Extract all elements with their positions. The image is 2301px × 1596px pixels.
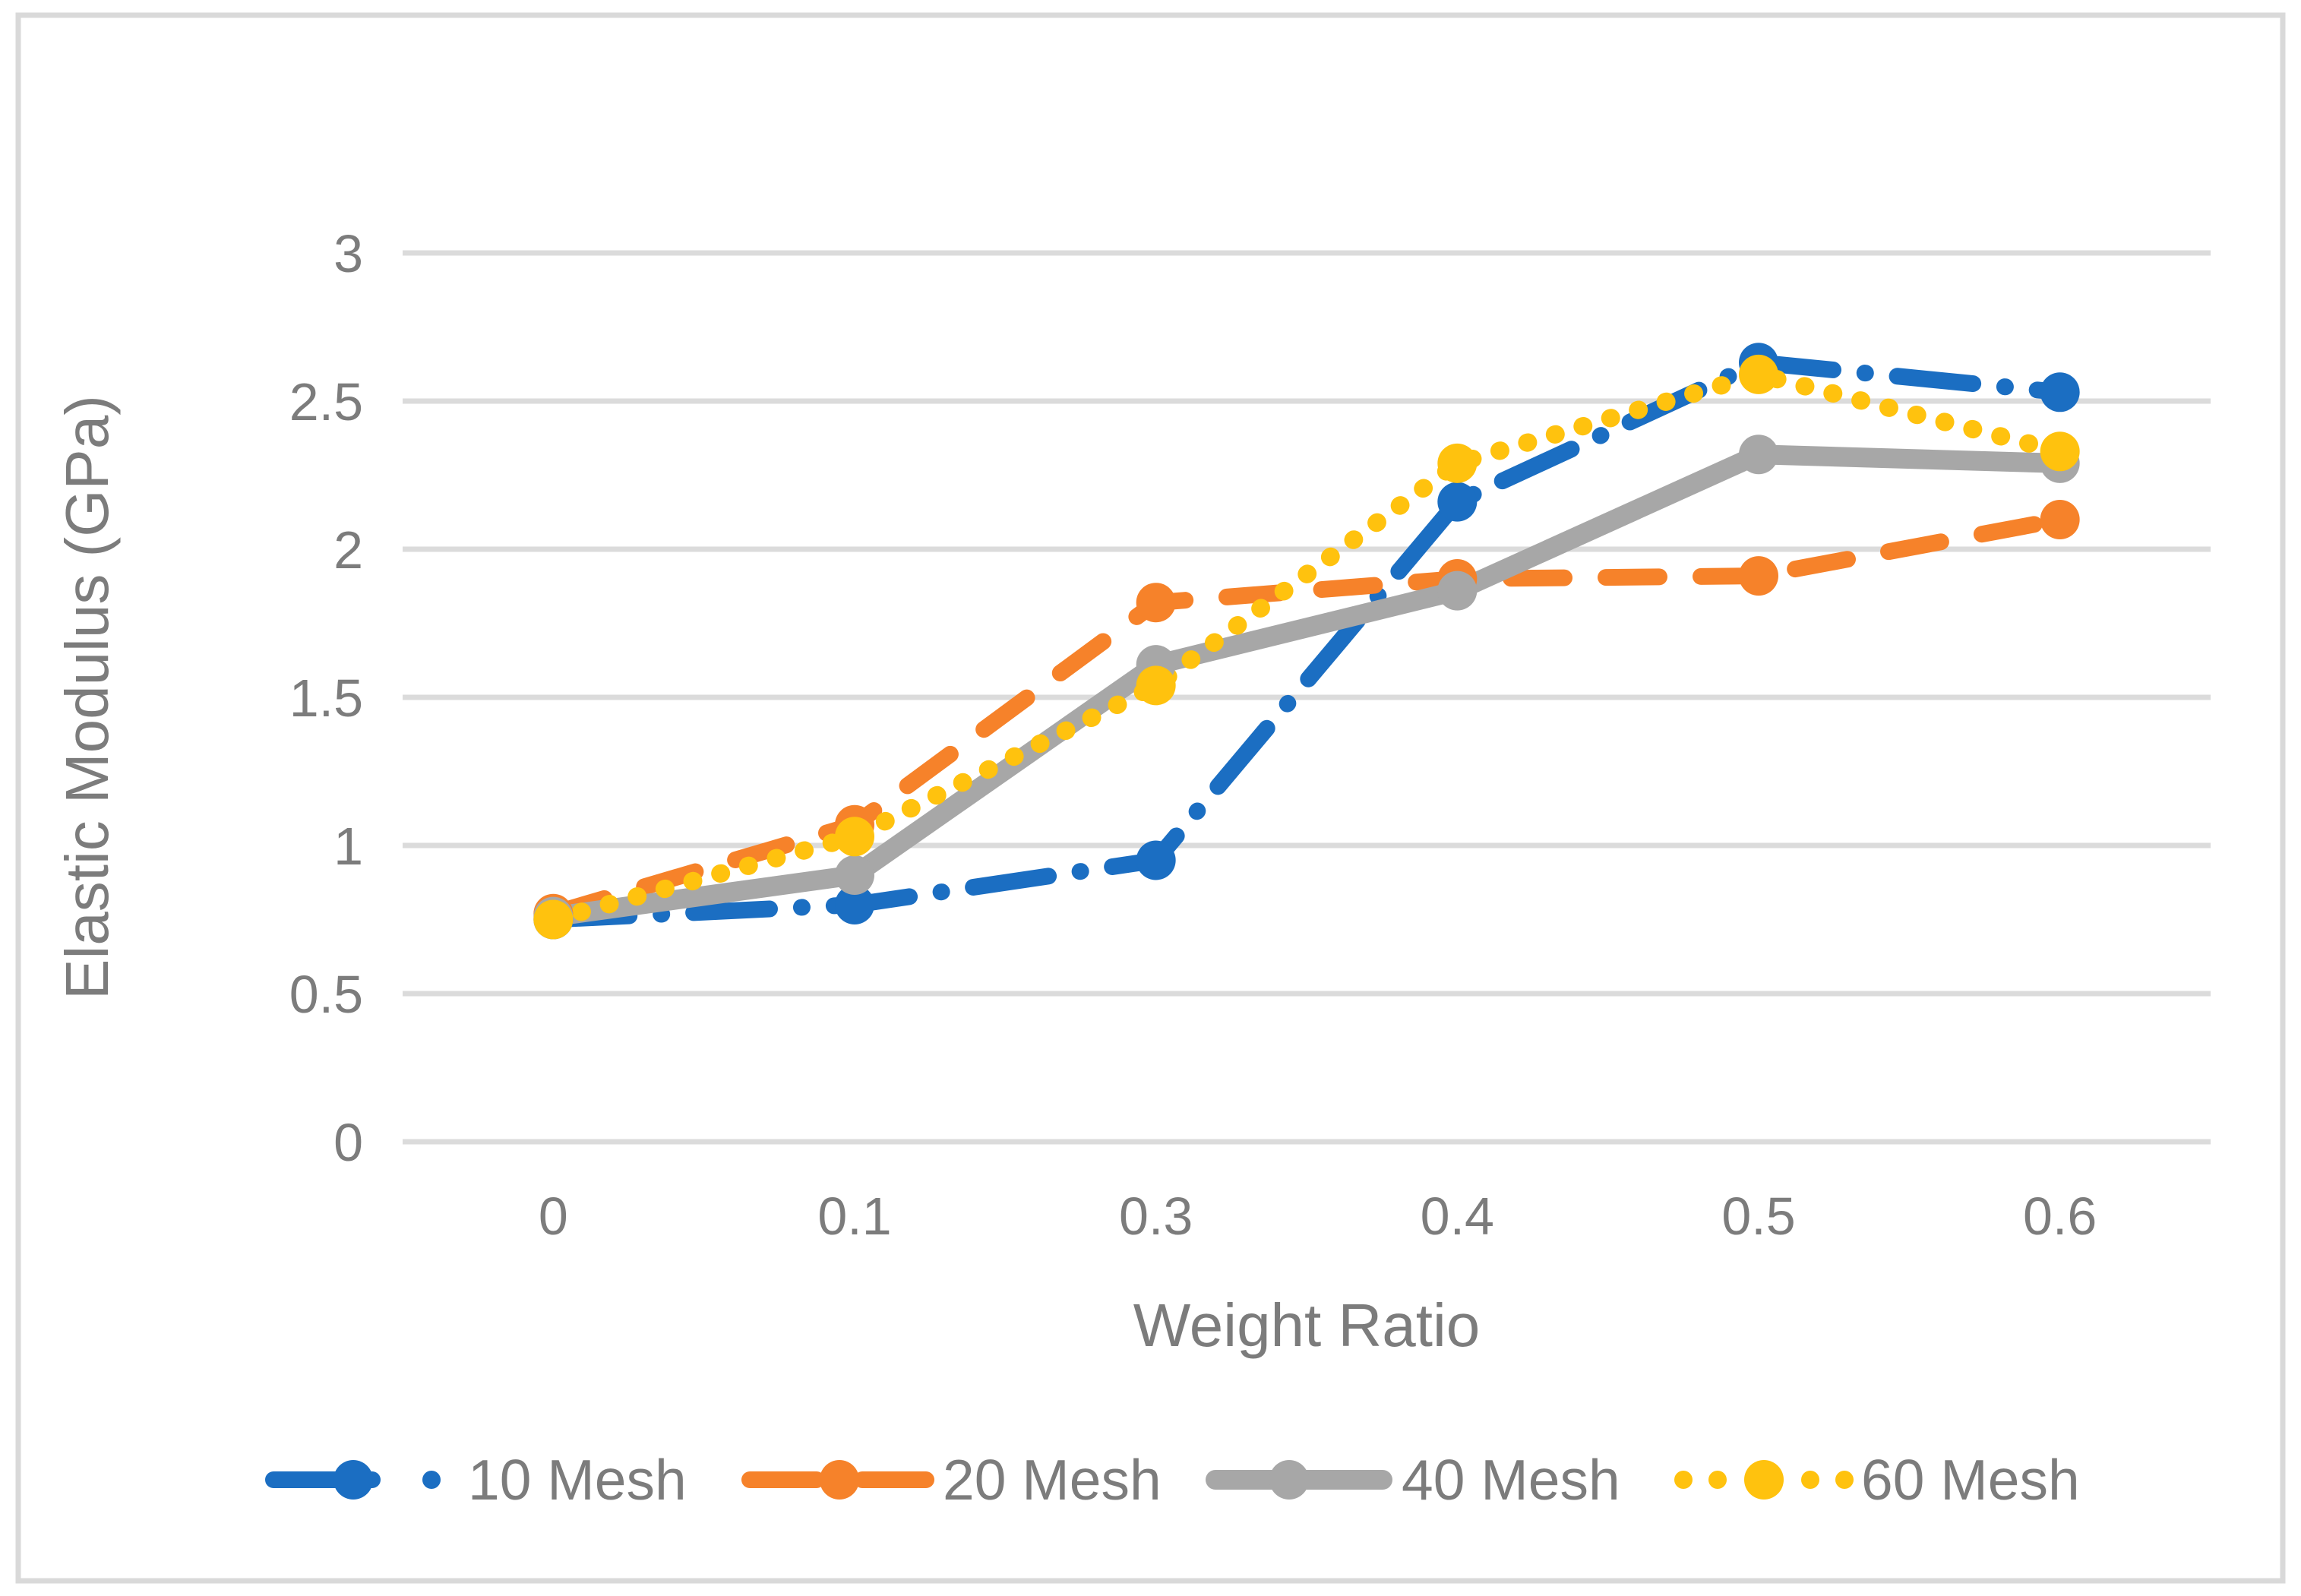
data-point-40-mesh-0-5	[1739, 435, 1778, 475]
legend-label-40-mesh: 40 Mesh	[1402, 1448, 1620, 1512]
x-tick-label-0-6: 0.6	[2023, 1187, 2097, 1246]
series-markers	[533, 343, 2080, 940]
series-line-10-mesh	[545, 354, 2069, 928]
data-point-20-mesh-0-6	[2040, 500, 2080, 539]
data-point-10-mesh-0-1	[835, 885, 874, 924]
data-point-60-mesh-0-5	[1739, 354, 1778, 394]
data-point-60-mesh-0-3	[1136, 665, 1176, 706]
series-line-40-mesh	[543, 444, 2070, 927]
data-point-20-mesh-0-5	[1739, 556, 1778, 596]
y-axis-tick-labels: 0 0.5 1 1.5 2 2.5 3	[289, 224, 363, 1172]
x-axis-tick-labels: 0 0.1 0.3 0.4 0.5 0.6	[539, 1187, 2097, 1246]
data-point-40-mesh-0-1	[835, 855, 874, 895]
y-tick-label-2: 2	[333, 520, 363, 580]
y-axis-title: Elastic Modulus (GPa)	[53, 395, 121, 1000]
data-point-60-mesh-0-1	[835, 817, 874, 857]
legend-swatch-10-mesh	[265, 1460, 441, 1500]
legend-item-40-mesh: 40 Mesh	[1206, 1448, 1620, 1512]
series-line-60-mesh	[544, 365, 2069, 929]
x-tick-label-0-1: 0.1	[817, 1187, 891, 1246]
legend-label-60-mesh: 60 Mesh	[1861, 1448, 2080, 1512]
data-point-20-mesh-0-3	[1136, 583, 1176, 623]
legend: 10 Mesh 20 Mesh 40 Mesh 60 Mesh	[265, 1448, 2080, 1512]
legend-swatch-60-mesh	[1674, 1460, 1854, 1500]
data-point-60-mesh-0-6	[2040, 431, 2080, 472]
x-tick-label-0-3: 0.3	[1119, 1187, 1193, 1246]
data-point-10-mesh-0-3	[1136, 840, 1176, 880]
data-point-40-mesh-0-4	[1437, 570, 1478, 611]
legend-swatch-40-mesh	[1206, 1460, 1392, 1500]
series-line-20-mesh	[545, 511, 2069, 922]
x-tick-label-0: 0	[539, 1187, 568, 1246]
y-tick-label-0: 0	[333, 1113, 363, 1172]
y-tick-label-3: 3	[333, 224, 363, 283]
legend-item-60-mesh: 60 Mesh	[1674, 1448, 2080, 1512]
y-tick-label-2.5: 2.5	[289, 372, 363, 431]
data-point-10-mesh-0-4	[1437, 482, 1478, 522]
data-point-60-mesh-0-4	[1437, 443, 1478, 483]
x-tick-label-0-4: 0.4	[1421, 1187, 1494, 1246]
data-point-10-mesh-0-6	[2040, 372, 2080, 412]
x-tick-label-0-5: 0.5	[1721, 1187, 1795, 1246]
y-tick-label-1.5: 1.5	[289, 668, 363, 728]
y-tick-label-0.5: 0.5	[289, 965, 363, 1024]
legend-item-20-mesh: 20 Mesh	[741, 1448, 1162, 1512]
x-axis-title: Weight Ratio	[1133, 1291, 1481, 1359]
legend-item-10-mesh: 10 Mesh	[265, 1448, 687, 1512]
legend-label-10-mesh: 10 Mesh	[468, 1448, 687, 1512]
figure-border	[15, 12, 2286, 1584]
legend-label-20-mesh: 20 Mesh	[943, 1448, 1162, 1512]
legend-swatch-20-mesh	[741, 1460, 934, 1500]
data-point-60-mesh-0	[533, 899, 574, 940]
y-tick-label-1: 1	[333, 817, 363, 876]
series-lines	[543, 354, 2070, 929]
